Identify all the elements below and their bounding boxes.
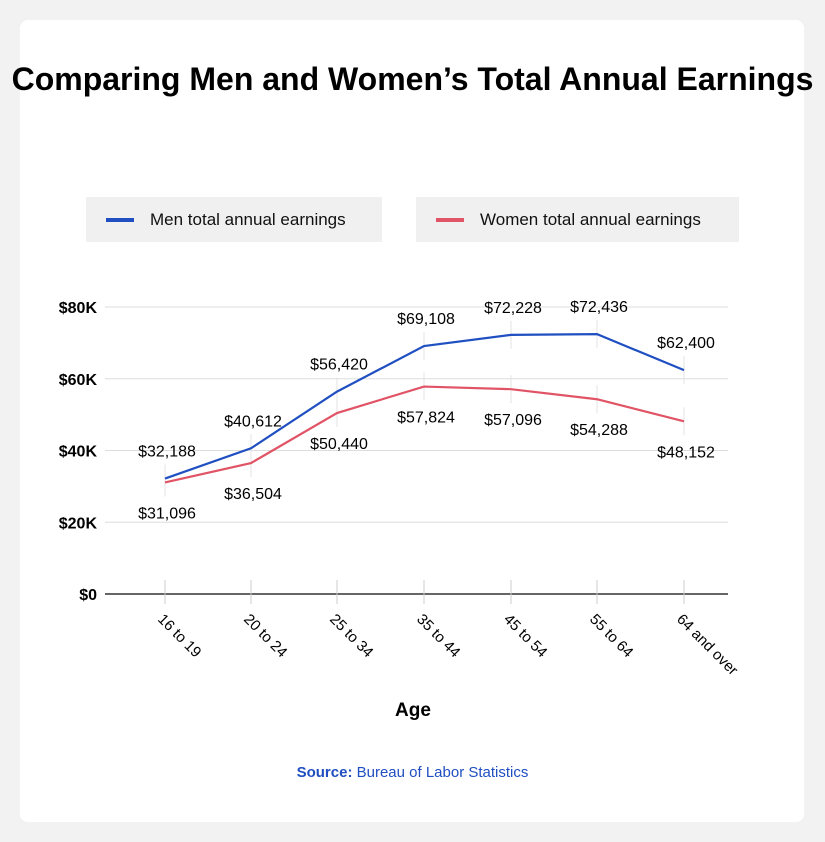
data-label: $57,824 bbox=[397, 410, 455, 427]
x-tick-label: 20 to 24 bbox=[240, 611, 290, 661]
data-label: $72,436 bbox=[570, 299, 628, 316]
source-label: Source: bbox=[296, 764, 353, 781]
men-legend-swatch bbox=[106, 217, 134, 222]
source-text: Bureau of Labor Statistics bbox=[356, 764, 529, 781]
data-label: $36,504 bbox=[224, 486, 282, 503]
data-label: $54,288 bbox=[570, 422, 628, 439]
data-label: $69,108 bbox=[397, 311, 455, 328]
legend-item-men: Men total annual earnings bbox=[86, 197, 382, 242]
x-tick-label: 16 to 19 bbox=[154, 611, 204, 661]
women-legend-swatch bbox=[436, 217, 464, 222]
y-tick-label: $0 bbox=[79, 587, 97, 604]
data-label: $62,400 bbox=[657, 335, 715, 352]
x-tick-label: 35 to 44 bbox=[413, 611, 463, 661]
data-label: $31,096 bbox=[138, 505, 196, 522]
data-label: $48,152 bbox=[657, 444, 715, 461]
x-axis-title: Age bbox=[395, 700, 431, 721]
y-tick-label: $20K bbox=[59, 515, 98, 532]
source-note: Source: Bureau of Labor Statistics bbox=[0, 764, 825, 781]
x-tick-label: 64 and over bbox=[673, 611, 741, 679]
data-label: $32,188 bbox=[138, 444, 196, 461]
x-tick-label: 55 to 64 bbox=[586, 611, 636, 661]
chart-title: Comparing Men and Women’s Total Annual E… bbox=[11, 61, 814, 97]
legend-item-women: Women total annual earnings bbox=[416, 197, 739, 242]
legend-label-women: Women total annual earnings bbox=[480, 209, 701, 229]
men-series-line bbox=[164, 333, 685, 480]
y-tick-label: $60K bbox=[59, 372, 98, 389]
women-series-line bbox=[164, 385, 685, 484]
legend-label-men: Men total annual earnings bbox=[150, 209, 346, 229]
data-label: $57,096 bbox=[484, 412, 542, 429]
y-tick-label: $80K bbox=[59, 300, 98, 317]
data-label: $56,420 bbox=[310, 357, 368, 374]
data-label: $50,440 bbox=[310, 436, 368, 453]
data-label: $40,612 bbox=[224, 413, 282, 430]
data-label: $72,228 bbox=[484, 300, 542, 317]
y-tick-label: $40K bbox=[59, 444, 98, 461]
x-tick-label: 45 to 54 bbox=[500, 611, 550, 661]
x-tick-label: 25 to 34 bbox=[326, 611, 376, 661]
chart-card bbox=[20, 20, 804, 822]
